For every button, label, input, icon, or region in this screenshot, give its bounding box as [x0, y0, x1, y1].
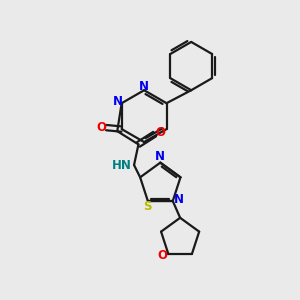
Text: N: N — [155, 150, 165, 163]
Text: N: N — [139, 80, 149, 93]
Text: O: O — [157, 249, 167, 262]
Text: O: O — [155, 126, 165, 139]
Text: N: N — [113, 95, 123, 108]
Text: N: N — [174, 193, 184, 206]
Text: HN: HN — [112, 159, 132, 172]
Text: S: S — [143, 200, 152, 213]
Text: O: O — [96, 121, 106, 134]
